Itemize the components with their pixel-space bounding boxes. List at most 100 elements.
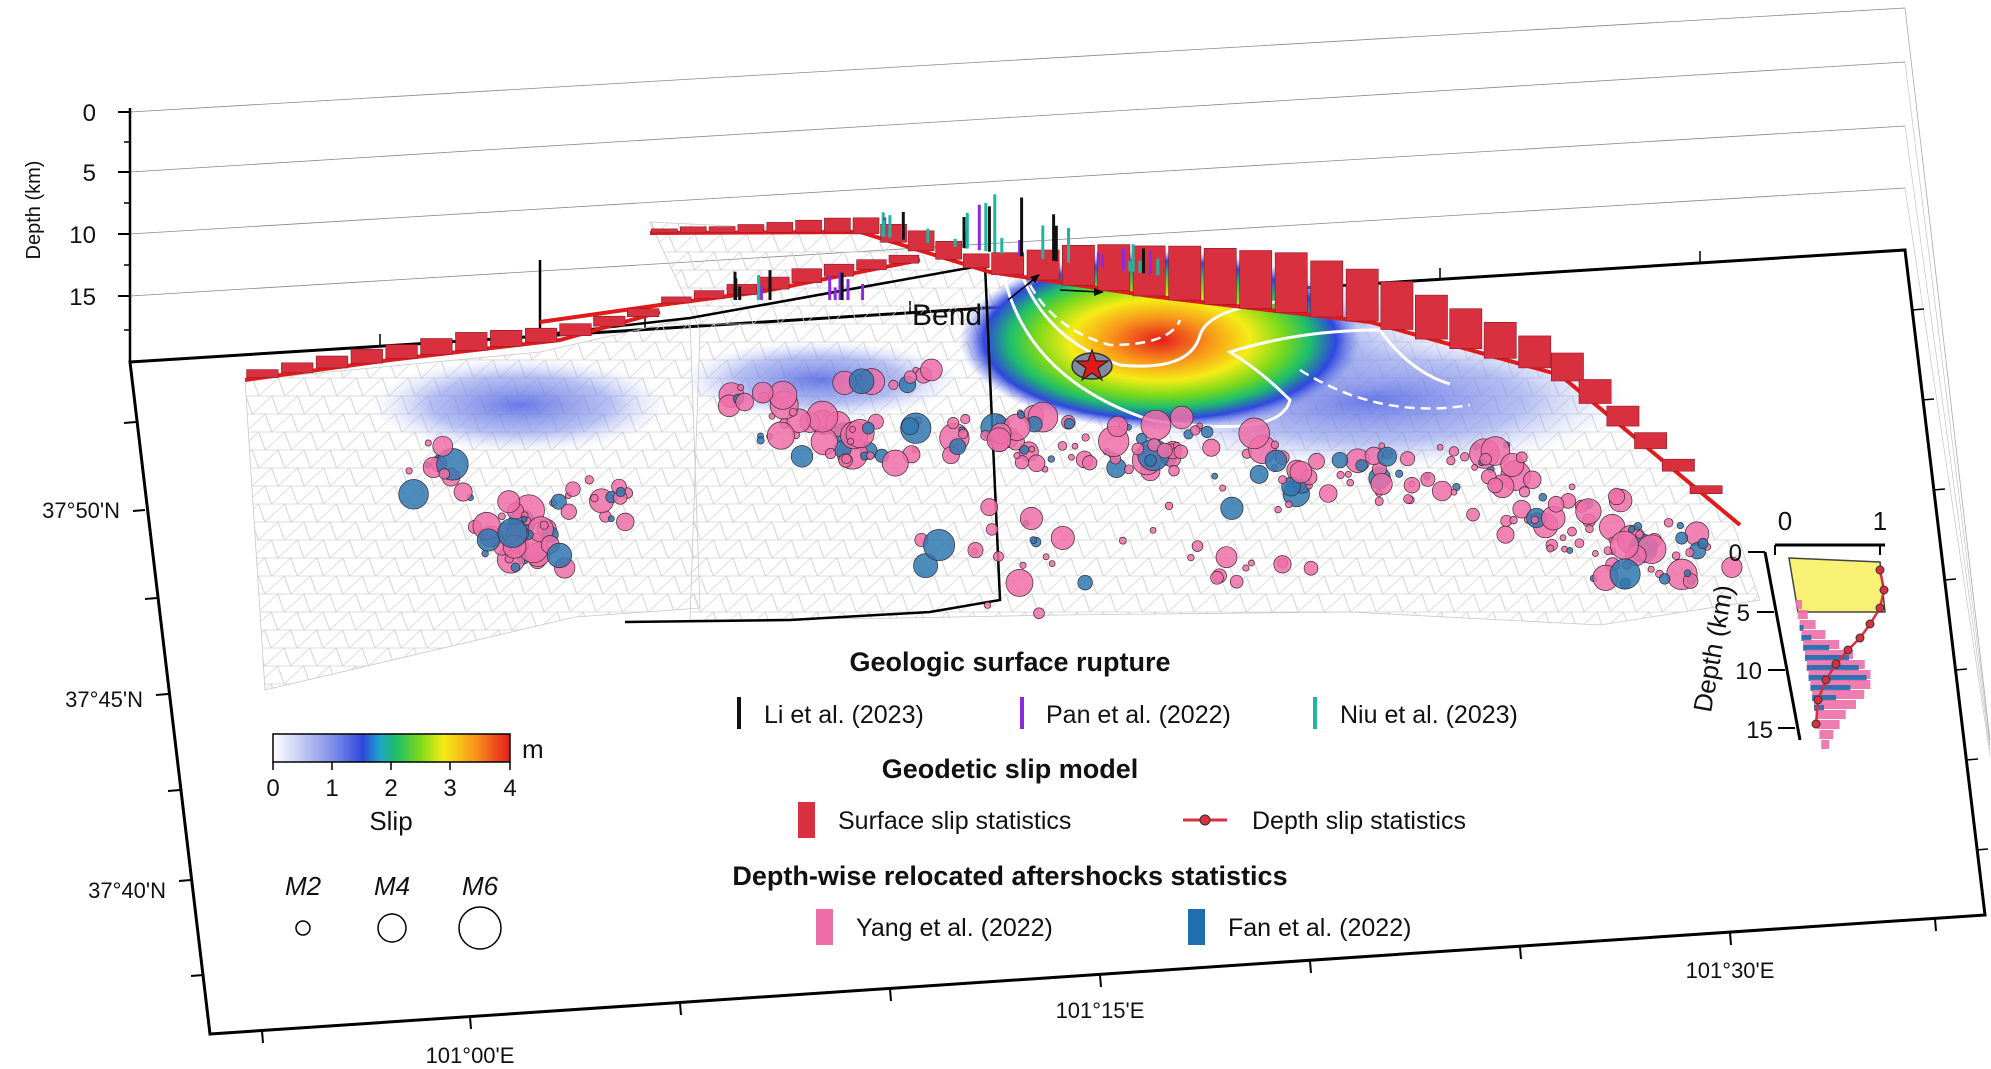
aftershock-circle [1683, 569, 1692, 577]
aftershock-circle [790, 445, 814, 468]
legend-swatch-pan [1020, 697, 1024, 729]
aftershock-circle [766, 421, 795, 450]
surface-slip-bar [350, 348, 383, 364]
aftershock-circle [438, 468, 450, 480]
aftershock-circle [1518, 486, 1531, 498]
aftershock-circle [1308, 453, 1325, 470]
aftershock-circle [1057, 441, 1068, 451]
aftershock-circle [1675, 531, 1689, 545]
aftershock-circle [847, 437, 855, 446]
aftershock-circle [984, 601, 992, 609]
aftershock-circle [1173, 444, 1188, 459]
aftershock-circle [923, 529, 956, 562]
inset-hist-yang [1817, 720, 1840, 729]
inset-hist-yang [1819, 730, 1834, 739]
aftershock-circle [1547, 496, 1565, 513]
aftershocks [398, 358, 1743, 619]
lat-label-2: 37°45'N [65, 687, 143, 712]
aftershock-circle [1346, 478, 1354, 487]
aftershock-circle [960, 414, 971, 425]
bend-label: Bend [912, 299, 982, 332]
aftershock-circle [947, 417, 960, 430]
surface-slip-bar [559, 323, 592, 337]
surface-slip-bar [1483, 321, 1517, 359]
surface-slip-bar [661, 296, 692, 304]
inset-hist-yang [1803, 640, 1840, 649]
surface-slip-bar [795, 219, 822, 233]
aftershock-circle [539, 520, 549, 530]
magnitude-label-m6: M6 [462, 871, 499, 901]
aftershock-circle [1050, 525, 1075, 550]
legend-label-li: Li et al. (2023) [764, 701, 924, 729]
surface-slip-bar [1578, 379, 1612, 404]
aftershock-circle [1487, 477, 1503, 494]
inset-hist-yang [1796, 600, 1802, 609]
surface-slip-bar [1274, 252, 1308, 313]
legend-geologic-title: Geologic surface rupture [849, 647, 1170, 677]
aftershock-circle [1027, 454, 1046, 473]
surface-slip-bar [1634, 432, 1668, 449]
aftershock-circle [1274, 506, 1282, 514]
depth-axis-title: Depth (km) [23, 161, 45, 260]
inset-hist-yang [1815, 710, 1846, 719]
aftershock-circle [913, 553, 939, 579]
inset-hist-yang [1814, 700, 1856, 709]
aftershock-circle [1575, 498, 1602, 525]
aftershock-circle [1131, 442, 1145, 456]
aftershock-circle [1585, 524, 1594, 533]
legend-marker-depth-slip [1199, 814, 1211, 826]
inset-ytick-15: 15 [1746, 717, 1773, 744]
aftershock-circle [1219, 484, 1227, 492]
bend-annotation: Bend [912, 274, 1104, 332]
epicenter [1071, 348, 1113, 382]
aftershock-circle [1436, 443, 1444, 451]
surface-slip-bar [651, 228, 678, 234]
aftershock-circle [1285, 500, 1293, 509]
aftershock-circle [920, 358, 943, 382]
colorbar-tick: 3 [443, 775, 456, 802]
aftershock-circle [788, 407, 798, 417]
aftershock-circle [1303, 561, 1319, 576]
aftershock-circle [584, 475, 594, 485]
aftershock-circle [1566, 547, 1574, 554]
colorbar-tick: 1 [325, 775, 338, 802]
depth-panel: 0 5 10 15 Depth (km) [23, 7, 1991, 756]
surface-slip-bar [759, 276, 790, 290]
inset-hist-fan [1814, 705, 1824, 711]
magnitude-circle-m2 [295, 920, 311, 936]
aftershock-circle [1017, 411, 1026, 419]
magnitude-legend: M2 M4 M6 [285, 871, 502, 950]
aftershock-circle [560, 503, 577, 520]
aftershock-circle [520, 515, 528, 523]
surface-slip-bar [420, 338, 453, 355]
surface-slip-bar [490, 329, 523, 347]
aftershock-circle [1523, 470, 1542, 489]
aftershock-circle [848, 368, 875, 394]
inset-hist-fan [1808, 675, 1867, 681]
aftershock-circle [615, 487, 626, 498]
magnitude-circle-m4 [377, 913, 407, 943]
aftershock-circle [1033, 607, 1045, 619]
aftershock-circle [1270, 440, 1280, 449]
aftershock-circle [1721, 556, 1743, 578]
magnitude-label-m4: M4 [374, 871, 410, 901]
aftershock-circle [1077, 575, 1093, 591]
aftershock-circle [1278, 475, 1288, 485]
aftershock-circle [756, 436, 765, 445]
aftershock-circle [1169, 405, 1194, 430]
surface-slip-bar [726, 284, 758, 295]
inset-hist-yang [1812, 690, 1865, 699]
surface-slip-bar [315, 355, 349, 369]
aftershock-circle [1118, 536, 1127, 545]
aftershock-circle [949, 438, 966, 456]
aftershock-circle [862, 421, 875, 435]
surface-slip-bar [1168, 245, 1202, 301]
aftershock-circle [398, 479, 429, 510]
inset-hist-yang [1797, 610, 1808, 619]
legend-label-yang: Yang et al. (2022) [856, 914, 1053, 942]
inset-hist-fan [1801, 635, 1812, 641]
aftershock-circle [1628, 525, 1636, 534]
aftershock-circle [1215, 546, 1238, 569]
aftershock-circle [751, 381, 774, 404]
legend-geodetic-title: Geodetic slip model [882, 754, 1139, 784]
